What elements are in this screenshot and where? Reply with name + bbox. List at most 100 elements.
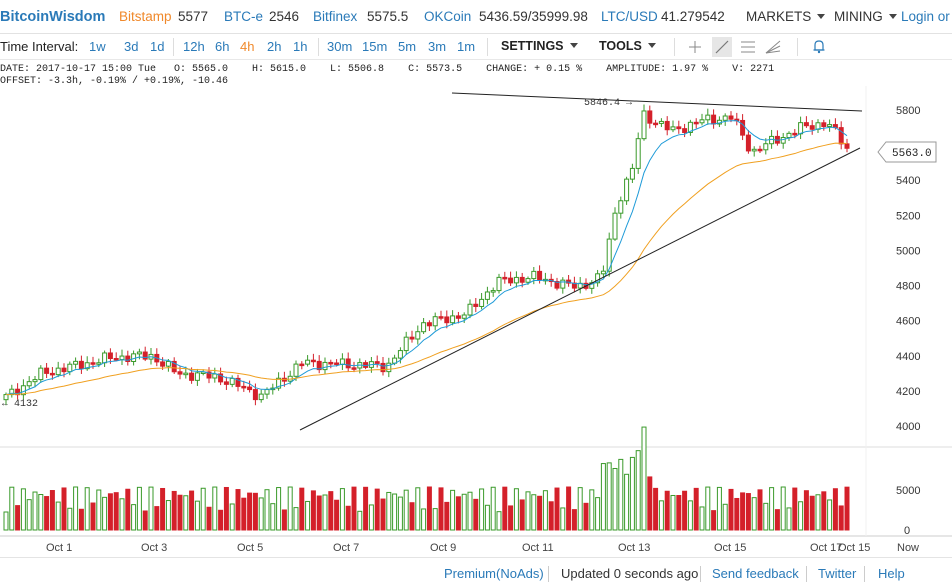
interval-1m[interactable]: 1m <box>457 39 476 54</box>
brand-logo[interactable]: BitcoinWisdom <box>0 9 106 25</box>
footer-divider <box>548 566 549 582</box>
candle-body <box>455 315 461 319</box>
help-link[interactable]: Help <box>878 566 905 581</box>
volume-bar <box>241 497 247 531</box>
interval-6h[interactable]: 6h <box>215 39 230 54</box>
interval-1w[interactable]: 1w <box>89 39 106 54</box>
exchange-btce[interactable]: BTC-e <box>224 9 264 24</box>
candle-body <box>798 122 804 135</box>
interval-3d[interactable]: 3d <box>124 39 139 54</box>
candle-body <box>26 381 32 387</box>
exchange-bitfinex[interactable]: Bitfinex <box>313 9 358 24</box>
candle-body <box>664 120 670 131</box>
volume-bar <box>763 502 769 531</box>
candle-body <box>827 124 833 127</box>
premium-link[interactable]: Premium(NoAds) <box>444 566 544 581</box>
ema-slow-line <box>5 142 848 396</box>
candle-body <box>757 148 763 152</box>
candle-body <box>212 373 218 379</box>
candle-body <box>78 360 84 370</box>
bell-icon[interactable] <box>812 39 826 54</box>
price-chart[interactable]: 4000420044004600480050005200540056005800… <box>0 86 952 556</box>
x-tick-label: Oct 9 <box>430 542 456 554</box>
candle-body <box>119 355 125 361</box>
volume-bar <box>328 491 334 531</box>
candle-body <box>571 282 577 289</box>
candle-body <box>165 360 171 367</box>
settings-menu[interactable]: SETTINGS <box>501 39 578 53</box>
volume-bar <box>49 490 55 531</box>
volume-bar <box>357 510 363 531</box>
volume-bar <box>780 486 786 531</box>
exchange-bitstamp[interactable]: Bitstamp <box>119 9 172 24</box>
candle-body <box>699 119 705 124</box>
y-tick-label: 4200 <box>896 386 920 398</box>
tools-menu[interactable]: TOOLS <box>599 39 656 53</box>
candle-body <box>438 316 444 319</box>
volume-bar <box>281 509 287 531</box>
interval-1d[interactable]: 1d <box>150 39 165 54</box>
volume-bar <box>194 500 200 531</box>
interval-2h[interactable]: 2h <box>267 39 282 54</box>
login-link[interactable]: Login or R <box>901 9 952 24</box>
interval-5m[interactable]: 5m <box>398 39 417 54</box>
footer-bar: Premium(NoAds) Updated 0 seconds ago Sen… <box>0 557 952 588</box>
fan-icon[interactable] <box>765 39 781 55</box>
candle-body <box>32 379 38 383</box>
interval-3m[interactable]: 3m <box>428 39 447 54</box>
draw-line-icon[interactable] <box>712 37 732 57</box>
candle-body <box>525 278 531 283</box>
candle-body <box>49 372 55 376</box>
send-feedback-link[interactable]: Send feedback <box>712 566 799 581</box>
volume-bar <box>374 488 380 531</box>
crosshair-icon[interactable] <box>688 40 702 54</box>
candle-body <box>206 371 212 379</box>
btce-price: 2546 <box>269 9 300 24</box>
candle-body <box>334 362 340 365</box>
twitter-link[interactable]: Twitter <box>818 566 857 581</box>
horizontal-lines-icon[interactable] <box>740 40 756 54</box>
y-tick-label: 5800 <box>896 105 920 117</box>
high-price-annotation: 5846.4 → <box>584 98 632 109</box>
volume-bar <box>3 511 9 531</box>
x-tick-label: Oct 15 <box>838 542 870 554</box>
candle-body <box>84 362 90 370</box>
interval-30m[interactable]: 30m <box>327 39 353 54</box>
volume-bar <box>676 495 682 531</box>
volume-bar <box>44 496 50 531</box>
candle-body <box>537 270 543 281</box>
low-price-annotation: ← 4132 <box>2 399 38 410</box>
candle-body <box>258 393 264 401</box>
interval-1h[interactable]: 1h <box>293 39 308 54</box>
volume-bar <box>774 509 780 531</box>
y-tick-label: 4400 <box>896 351 920 363</box>
volume-bar <box>20 488 26 531</box>
interval-4h[interactable]: 4h <box>240 39 255 54</box>
volume-bar <box>838 505 844 531</box>
volume-bar <box>722 503 728 531</box>
candle-body <box>780 137 786 144</box>
volume-bar <box>113 492 119 531</box>
volume-bar <box>426 486 432 531</box>
volume-bar <box>409 502 415 531</box>
volume-bar <box>32 491 38 531</box>
candle-body <box>711 114 717 125</box>
ltc-usd-link[interactable]: LTC/USD <box>601 9 658 24</box>
markets-menu[interactable]: MARKETS <box>746 9 825 24</box>
volume-bar <box>392 493 398 531</box>
candle-body <box>705 114 711 121</box>
interval-12h[interactable]: 12h <box>183 39 205 54</box>
volume-bar <box>832 488 838 531</box>
candle-body <box>763 143 769 151</box>
volume-bar <box>554 487 560 531</box>
candle-body <box>183 372 189 376</box>
volume-bar <box>664 490 670 531</box>
volume-bar <box>612 467 618 531</box>
x-tick-label: Oct 15 <box>714 542 746 554</box>
candle-body <box>67 363 73 373</box>
candle-body <box>90 362 96 365</box>
exchange-okcoin[interactable]: OKCoin <box>424 9 472 24</box>
interval-15m[interactable]: 15m <box>362 39 388 54</box>
mining-menu[interactable]: MINING <box>834 9 897 24</box>
candle-body <box>531 270 537 280</box>
